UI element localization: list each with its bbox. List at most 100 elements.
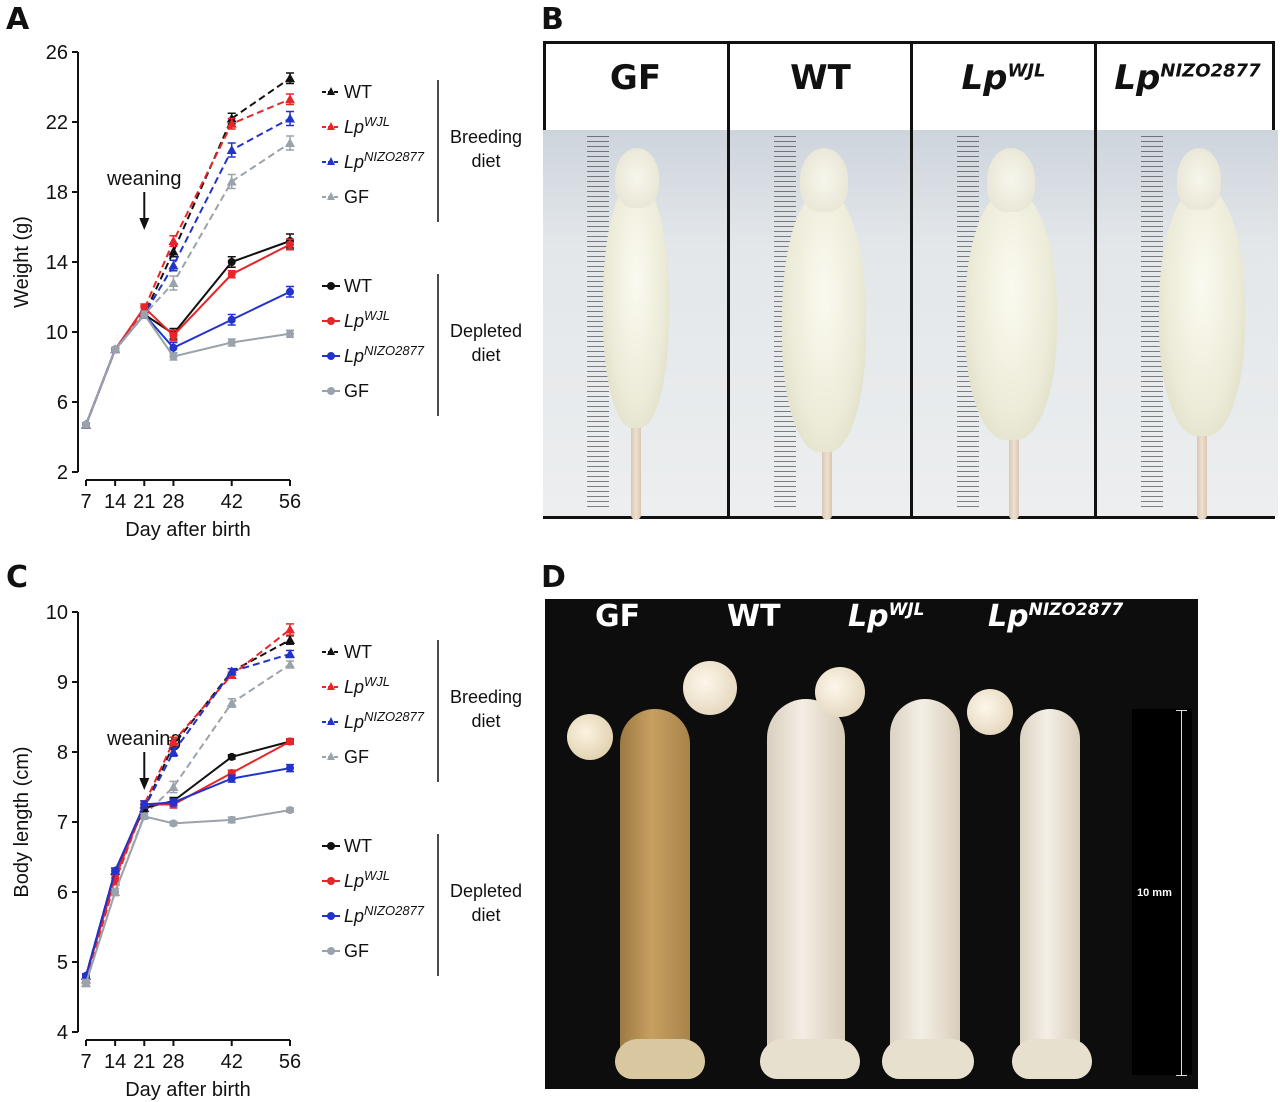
mouse-photo-lpwjl (913, 130, 1094, 520)
mouse-photo-lpnizo (1097, 130, 1278, 520)
x-axis-label: Day after birth (125, 519, 251, 540)
mouse-label-wt: WT (790, 58, 851, 98)
mouse-label-sup-nizo: NIZO2877 (1160, 60, 1261, 82)
data-point (285, 113, 295, 123)
femur-label-sup-nizo: NIZO2877 (1028, 600, 1124, 620)
data-point (82, 979, 90, 987)
series-line (85, 312, 291, 426)
weaning-annotation: weaning (106, 728, 182, 750)
data-point (111, 867, 120, 875)
legend-label: GF (344, 747, 369, 767)
data-point (169, 798, 178, 807)
data-point (227, 815, 236, 824)
series-line (85, 809, 291, 984)
femur-label-lp: Lp (848, 599, 889, 634)
y-tick-label: 10 (46, 322, 68, 344)
data-point (227, 774, 236, 783)
legend-label: GF (344, 941, 369, 961)
series-line (85, 98, 291, 426)
data-point (169, 343, 178, 352)
data-point (285, 138, 295, 147)
data-point (140, 800, 149, 809)
legend-marker (327, 647, 335, 655)
mouse-photo-wt (730, 130, 911, 520)
panel-letter-a: A (6, 2, 30, 37)
series-line (85, 243, 291, 426)
data-point (168, 246, 179, 256)
data-point (140, 812, 149, 821)
y-tick-label: 10 (46, 602, 68, 624)
series-line (85, 663, 291, 984)
mouse-label-lp: Lp (1114, 58, 1161, 98)
series-line (85, 740, 291, 977)
femur-lpwjl (890, 699, 960, 1079)
mouse-cell-wt: WT (727, 44, 911, 520)
legend-marker (327, 192, 335, 200)
data-point (140, 303, 149, 312)
data-point (286, 737, 294, 746)
data-point (226, 145, 237, 154)
diet-label: diet (471, 711, 500, 731)
data-point (169, 352, 178, 361)
legend-label: LpWJL (344, 308, 390, 331)
y-tick-label: 7 (57, 812, 68, 834)
diet-label: diet (471, 345, 500, 365)
legend-marker (327, 682, 335, 690)
series-line (85, 628, 291, 980)
legend-marker (327, 157, 335, 165)
data-point (168, 747, 179, 756)
y-tick-label: 26 (46, 42, 68, 64)
legend-marker (327, 282, 335, 290)
data-point (286, 287, 294, 296)
legend-label: LpNIZO2877 (344, 709, 425, 732)
data-point (285, 649, 295, 658)
femur-label-wt: WT (727, 599, 781, 634)
y-tick-label: 22 (46, 112, 68, 134)
data-point (286, 764, 294, 773)
legend-label: LpWJL (344, 114, 390, 137)
femur-label-sup-wjl: WJL (888, 600, 925, 620)
legend-label: WT (344, 836, 372, 856)
series-line (85, 240, 291, 426)
mouse-photo-gf (543, 130, 728, 520)
data-point (285, 624, 295, 634)
data-point (286, 329, 294, 338)
legend-marker (327, 122, 335, 130)
series-line (85, 767, 291, 977)
x-tick-label: 7 (80, 491, 91, 513)
diet-label: Breeding (450, 127, 522, 147)
ruler (1141, 136, 1163, 508)
data-point (227, 270, 236, 279)
legend-label: LpWJL (344, 674, 390, 697)
data-point (168, 736, 179, 746)
diet-label: Breeding (450, 687, 522, 707)
series-line (85, 639, 291, 977)
weaning-annotation: weaning (106, 168, 182, 190)
femur-lpnizo (1020, 709, 1080, 1079)
x-tick-label: 14 (104, 1051, 126, 1073)
diet-label: diet (471, 151, 500, 171)
data-point (285, 659, 295, 669)
data-point (140, 310, 149, 319)
legend-marker (327, 717, 335, 725)
mouse-label-gf: GF (609, 58, 662, 98)
femur-label-lp: Lp (988, 599, 1029, 634)
data-point (168, 236, 179, 245)
data-point (169, 819, 178, 828)
legend-label: LpNIZO2877 (344, 343, 425, 366)
data-point (226, 698, 237, 707)
legend-label: GF (344, 381, 369, 401)
x-tick-label: 21 (133, 491, 155, 513)
data-point (286, 240, 294, 249)
data-point (168, 260, 179, 270)
data-point (286, 806, 294, 815)
scale-bar (1181, 710, 1182, 1076)
data-point (111, 345, 120, 354)
femur-gf (620, 709, 690, 1079)
legend-label: WT (344, 276, 372, 296)
y-tick-label: 6 (57, 882, 68, 904)
x-tick-label: 42 (221, 1051, 243, 1073)
legend-label: WT (344, 82, 372, 102)
panel-letter-d: D (541, 560, 566, 595)
series-line (85, 740, 291, 977)
